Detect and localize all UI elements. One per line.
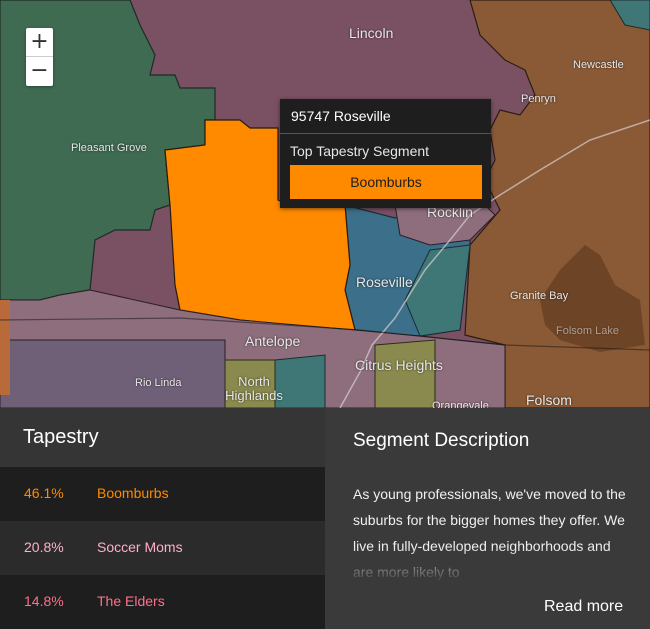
tapestry-segment-name: The Elders <box>97 593 165 609</box>
popup-subtitle: Top Tapestry Segment <box>290 143 430 159</box>
tapestry-row[interactable]: 14.8% The Elders <box>0 575 325 629</box>
region-rio-linda[interactable] <box>0 339 226 408</box>
map-view[interactable]: Lincoln Newcastle Penryn Pleasant Grove … <box>0 0 650 408</box>
region-folsom-lake[interactable] <box>540 245 645 352</box>
map-label-penryn: Penryn <box>521 93 556 105</box>
tapestry-percent: 14.8% <box>24 593 64 609</box>
map-label-lincoln: Lincoln <box>349 25 394 41</box>
map-label-citrus-heights: Citrus Heights <box>355 357 443 373</box>
tapestry-percent: 20.8% <box>24 539 64 555</box>
popup-title: 95747 Roseville <box>280 99 491 134</box>
tapestry-row[interactable]: 46.1% Boomburbs <box>0 467 325 521</box>
region-northeast[interactable] <box>609 0 650 31</box>
tapestry-segment-name: Boomburbs <box>97 485 169 501</box>
segment-description-panel: Segment Description As young professiona… <box>325 408 650 629</box>
map-label-north-highlands: North Highlands <box>225 374 283 403</box>
zoom-out-button[interactable]: − <box>26 56 53 85</box>
map-label-rio-linda: Rio Linda <box>135 377 182 389</box>
description-title: Segment Description <box>353 430 530 451</box>
map-label-folsom: Folsom <box>526 392 572 408</box>
tapestry-panel: Tapestry 46.1% Boomburbs 20.8% Soccer Mo… <box>0 408 325 629</box>
map-label-roseville: Roseville <box>356 274 413 290</box>
road-interstate <box>339 119 650 408</box>
map-popup[interactable]: 95747 Roseville Top Tapestry Segment Boo… <box>280 99 491 208</box>
description-text: As young professionals, we've moved to t… <box>353 486 626 580</box>
zoom-control: + − <box>26 28 53 86</box>
tapestry-percent: 46.1% <box>24 485 64 501</box>
tapestry-row[interactable]: 20.8% Soccer Moms <box>0 521 325 575</box>
description-body: As young professionals, we've moved to t… <box>353 481 633 581</box>
map-label-rocklin: Rocklin <box>427 204 473 220</box>
map-label-pleasant-grove: Pleasant Grove <box>71 142 147 154</box>
region-95747[interactable] <box>164 119 356 331</box>
region-west-edge[interactable] <box>0 300 10 395</box>
tapestry-title: Tapestry <box>0 408 325 467</box>
road-east-west <box>0 317 650 351</box>
region-roseville-east[interactable] <box>404 244 471 337</box>
map-label-antelope: Antelope <box>245 333 301 349</box>
map-canvas[interactable] <box>0 0 650 408</box>
description-fade <box>353 547 633 581</box>
zoom-in-button[interactable]: + <box>30 29 49 54</box>
read-more-link[interactable]: Read more <box>544 598 624 615</box>
map-label-orangevale: Orangevale <box>432 400 489 408</box>
popup-segment-badge: Boomburbs <box>290 165 482 199</box>
map-label-folsom-lake: Folsom Lake <box>556 325 619 337</box>
region-citrus-heights[interactable] <box>374 339 436 408</box>
region-north-highlands[interactable] <box>224 359 276 408</box>
tapestry-segment-name: Soccer Moms <box>97 539 183 555</box>
map-label-granite-bay: Granite Bay <box>510 290 569 302</box>
map-label-newcastle: Newcastle <box>573 59 624 71</box>
